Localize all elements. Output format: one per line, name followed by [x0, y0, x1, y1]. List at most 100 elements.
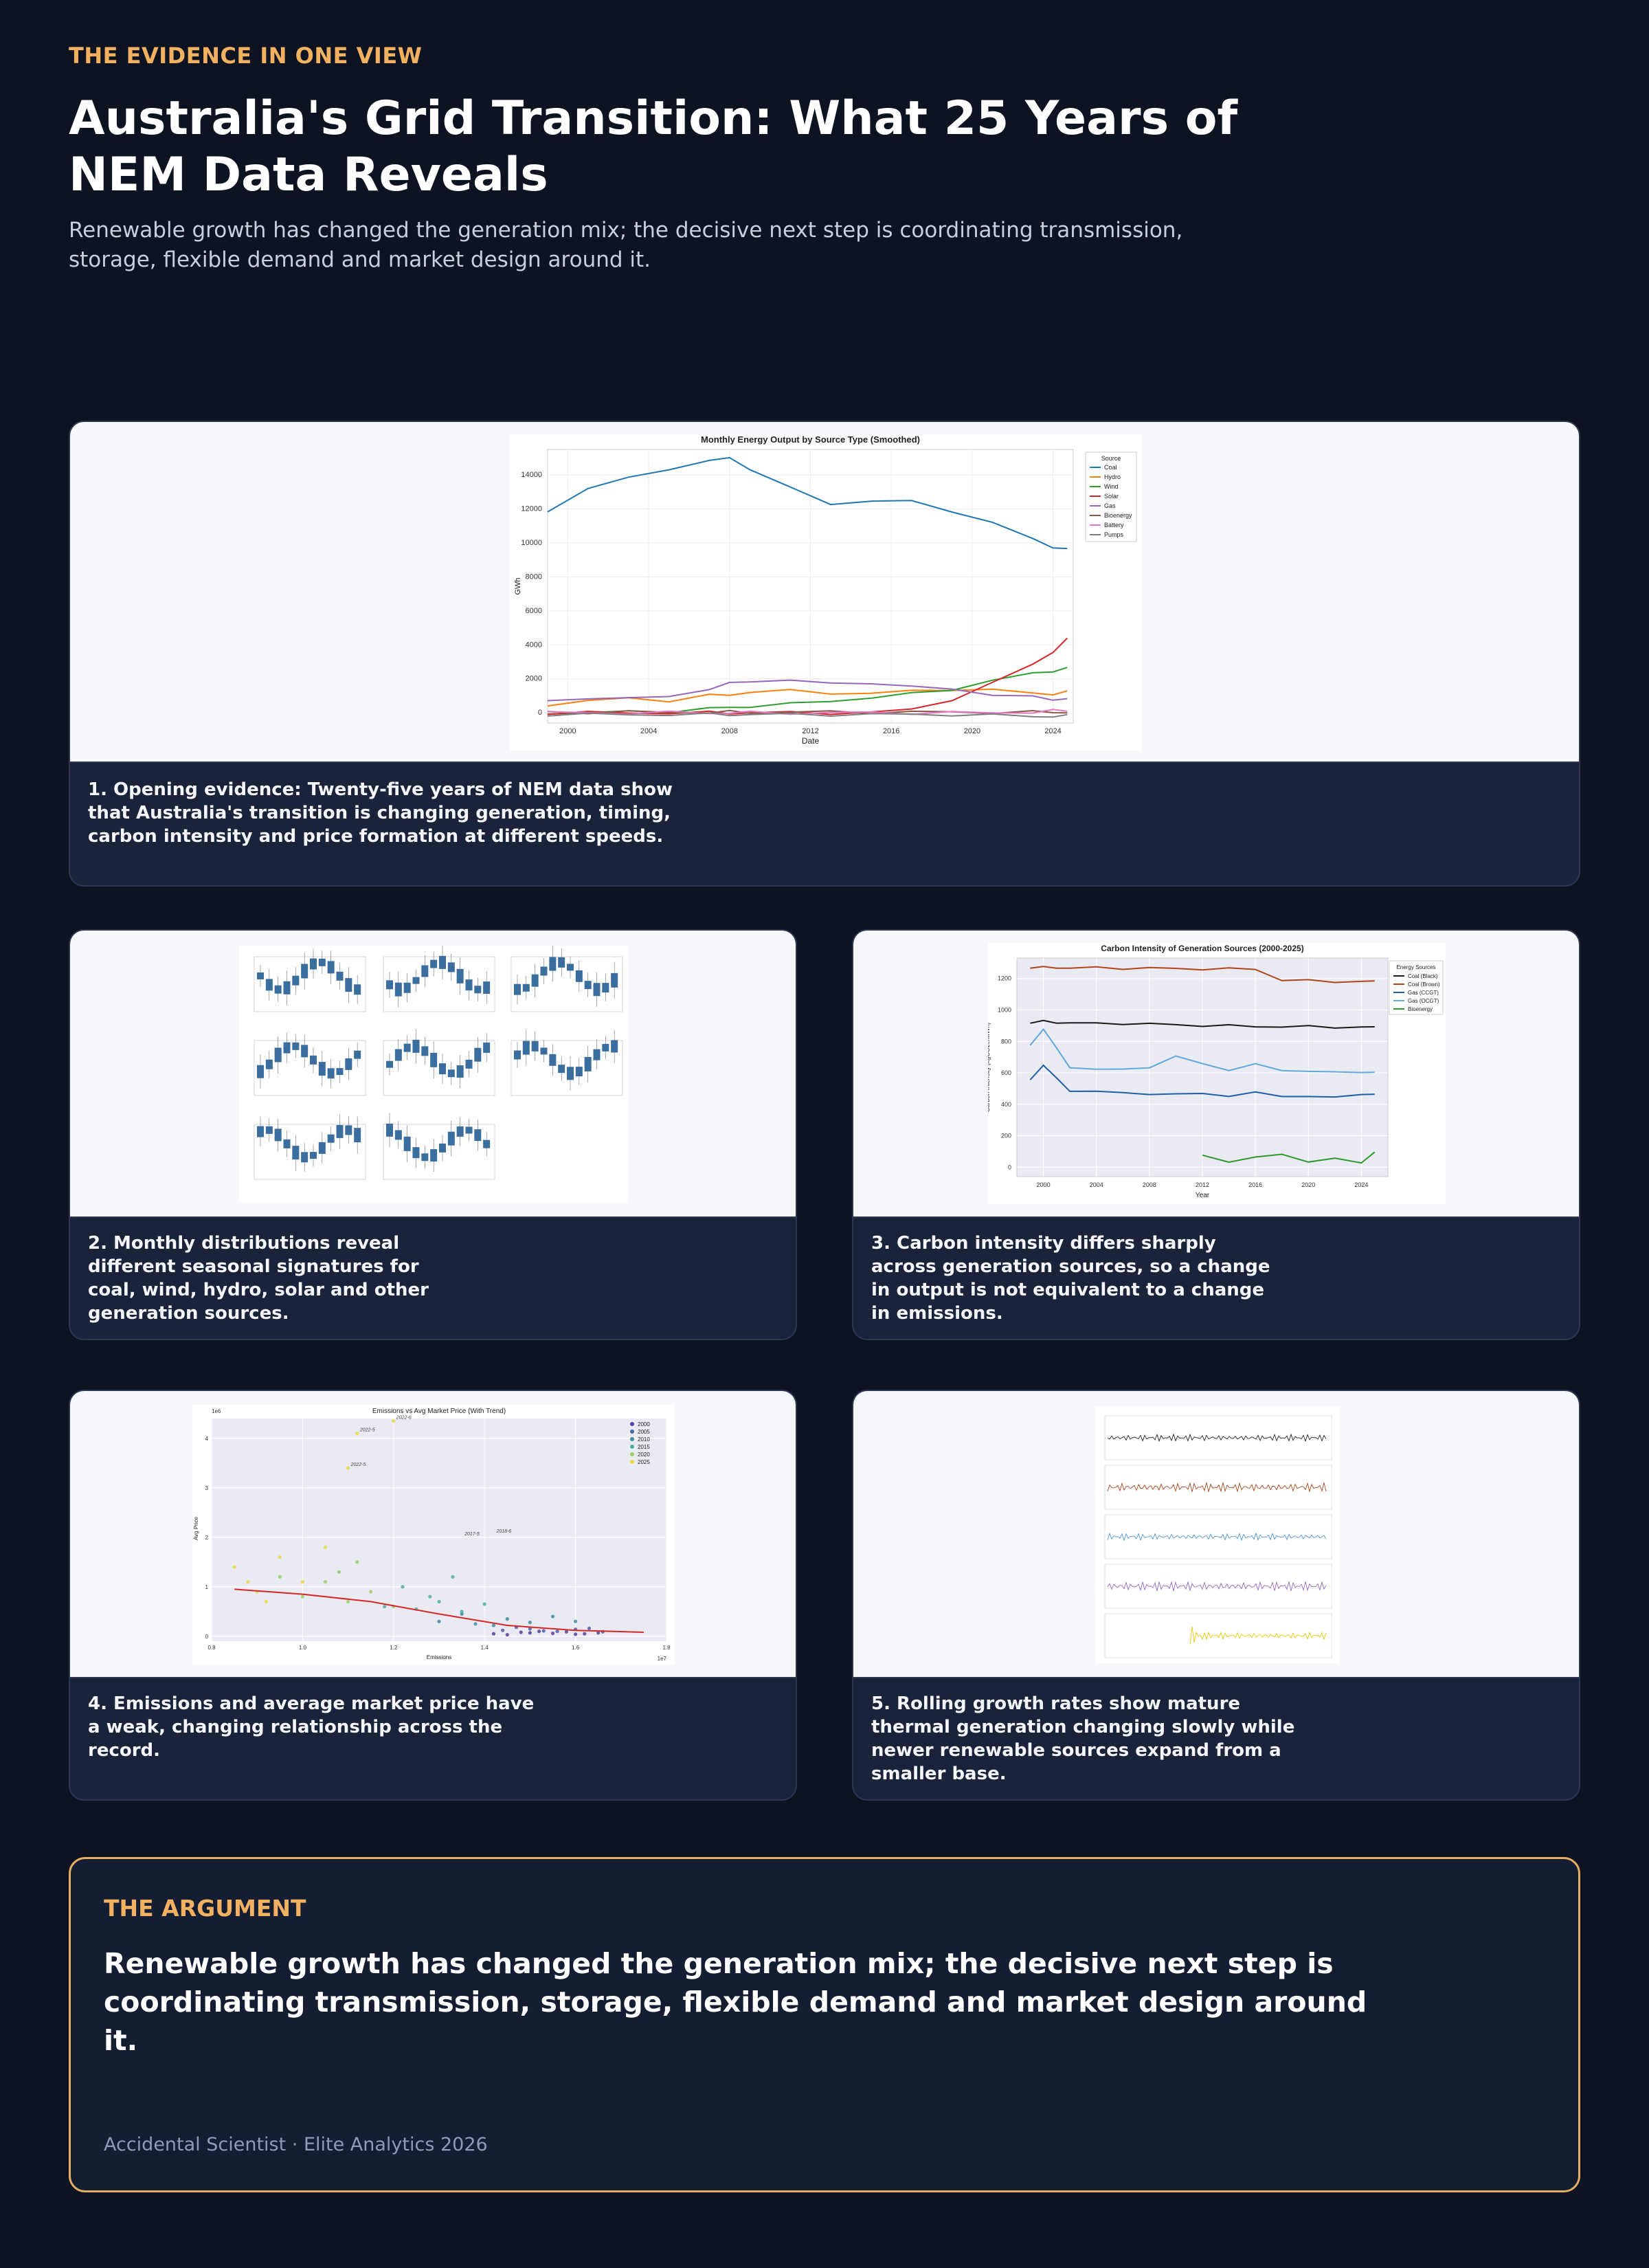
- scatter-point: [505, 1617, 509, 1621]
- box-body: [447, 962, 455, 972]
- box-body: [354, 1128, 361, 1143]
- box-body: [430, 959, 438, 968]
- y-tick-label: 0: [205, 1634, 209, 1640]
- box-body: [549, 1054, 557, 1066]
- box-body: [292, 1042, 300, 1050]
- box-body: [318, 1062, 326, 1076]
- energy-output-chart: Monthly Energy Output by Source Type (Sm…: [510, 434, 1142, 751]
- box-body: [593, 1049, 601, 1060]
- y-tick-label: 4: [205, 1436, 209, 1442]
- box-body: [474, 1129, 482, 1142]
- box-body: [257, 972, 264, 979]
- carbon-intensity-svg: Carbon Intensity of Generation Sources (…: [988, 944, 1444, 1199]
- scatter-point: [550, 1614, 555, 1619]
- footer-credit: Accidental Scientist · Elite Analytics 2…: [104, 2134, 488, 2155]
- box-body: [514, 983, 521, 995]
- box-body: [394, 1049, 402, 1061]
- box-body: [465, 979, 473, 991]
- box-body: [394, 1130, 402, 1140]
- box-body: [412, 977, 420, 984]
- scatter-point: [501, 1628, 505, 1632]
- argument-text: Renewable growth has changed the generat…: [104, 1947, 1367, 2057]
- legend-box: [1389, 960, 1444, 1015]
- box-body: [257, 1065, 264, 1078]
- box-body: [274, 1047, 282, 1063]
- box-body: [447, 1069, 455, 1078]
- y-tick-label: 14000: [521, 471, 542, 479]
- scatter-point: [300, 1580, 304, 1584]
- y-tick-label: 1: [205, 1584, 209, 1590]
- seasonality-svg: [254, 946, 623, 1180]
- series-line-coal-black-: [1030, 1019, 1375, 1029]
- box-body: [283, 1139, 291, 1148]
- box-body: [274, 1129, 282, 1142]
- series-line-bioenergy: [1202, 1151, 1376, 1164]
- legend-entry: Coal (Black): [1408, 973, 1438, 979]
- box-body: [421, 1046, 429, 1056]
- chart-title: Emissions vs Avg Market Price (With Tren…: [372, 1408, 506, 1415]
- argument-eyebrow: THE ARGUMENT: [104, 1895, 306, 1922]
- x-tick-label: 2024: [1044, 727, 1061, 735]
- box-body: [584, 981, 592, 990]
- scatter-point: [550, 1631, 555, 1636]
- series-line-coal: [547, 456, 1068, 550]
- x-tick-label: 1.2: [390, 1645, 398, 1651]
- subplot-frame: [1104, 1415, 1332, 1460]
- box-body: [602, 983, 609, 993]
- legend-entry: 2000: [638, 1421, 650, 1427]
- box-body: [386, 980, 393, 990]
- scatter-point: [587, 1626, 592, 1630]
- x-axis-label: Date: [802, 736, 820, 746]
- series-line-battery: [547, 709, 1068, 715]
- card-caption: 5. Rolling growth rates show mature ther…: [871, 1693, 1295, 1784]
- scatter-point: [555, 1630, 559, 1634]
- box-body: [412, 1147, 420, 1159]
- card-caption: 2. Monthly distributions reveal differen…: [88, 1233, 429, 1324]
- box-body: [593, 983, 601, 997]
- box-body: [447, 1131, 455, 1146]
- box-body: [345, 1058, 352, 1070]
- box-body: [345, 1125, 352, 1135]
- box-body: [283, 1042, 291, 1054]
- legend-entry: Wind: [1104, 483, 1119, 490]
- box-body: [310, 1152, 317, 1159]
- emissions-price-chart: Emissions vs Avg Market Price (With Tren…: [192, 1405, 675, 1665]
- chart-title: Monthly Energy Output by Source Type (Sm…: [701, 434, 920, 445]
- y-tick-label: 2: [205, 1535, 209, 1541]
- scatter-point: [369, 1590, 373, 1594]
- box-body: [403, 982, 411, 993]
- legend-entry: Pumps: [1104, 531, 1124, 538]
- y-tick-label: 1200: [998, 975, 1011, 982]
- x-tick-label: 2008: [1143, 1181, 1156, 1188]
- seasonality-boxplot-grid: [239, 946, 628, 1203]
- figure-panel: Emissions vs Avg Market Price (With Tren…: [70, 1391, 796, 1678]
- box-body: [575, 970, 583, 982]
- legend-entry: Gas (OCGT): [1408, 998, 1439, 1004]
- box-body: [318, 1142, 326, 1154]
- emissions-price-svg: Emissions vs Avg Market Price (With Tren…: [193, 1408, 671, 1662]
- scatter-point: [323, 1580, 328, 1584]
- y-tick-label: 12000: [521, 505, 542, 513]
- scatter-point: [473, 1622, 478, 1626]
- x-axis-label: Year: [1196, 1192, 1210, 1199]
- box-body: [301, 1152, 309, 1163]
- scatter-point: [505, 1633, 509, 1637]
- scatter-point: [401, 1585, 405, 1589]
- box-body: [327, 1068, 335, 1079]
- box-body: [456, 1065, 464, 1078]
- y-tick-label: 3: [205, 1485, 209, 1491]
- y-tick-label: 200: [1001, 1133, 1011, 1139]
- figure-panel: Monthly Energy Output by Source Type (Sm…: [70, 422, 1579, 763]
- series-line-gas: [547, 679, 1068, 702]
- scatter-point: [537, 1630, 541, 1634]
- legend-entry: Gas (CCGT): [1408, 990, 1439, 996]
- box-body: [292, 1146, 300, 1160]
- scatter-point: [355, 1432, 359, 1436]
- scatter-point: [437, 1619, 441, 1623]
- legend-entry: Bioenergy: [1104, 512, 1132, 519]
- legend-entry: Hydro: [1104, 474, 1121, 480]
- x-scale-note: 1e7: [658, 1656, 667, 1662]
- point-annotation: 2022-6: [396, 1416, 412, 1421]
- x-axis-label: Emissions: [427, 1654, 451, 1660]
- trend-line: [234, 1588, 644, 1633]
